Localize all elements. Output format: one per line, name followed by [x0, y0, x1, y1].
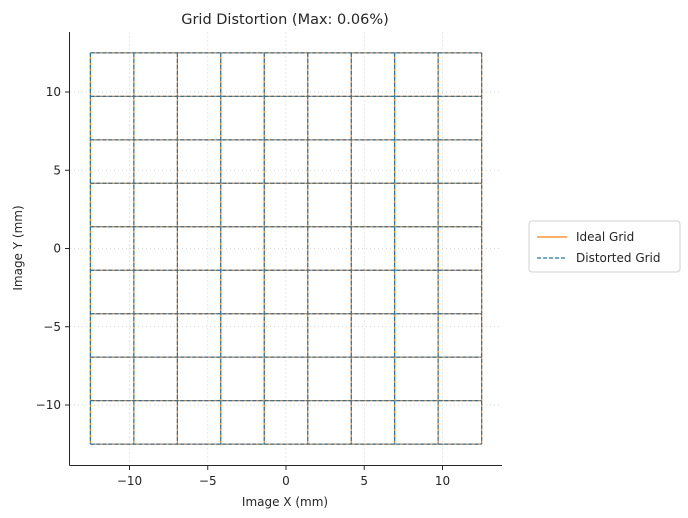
y-tick-label-3: 5 [53, 163, 61, 177]
legend: Ideal Grid Distorted Grid [528, 220, 681, 273]
y-tick-label-2: 0 [53, 242, 61, 256]
background-gridlines [70, 32, 502, 465]
legend-label-ideal: Ideal Grid [576, 230, 634, 244]
legend-label-distorted: Distorted Grid [576, 251, 661, 265]
x-tick-label-4: 10 [435, 474, 450, 488]
x-tick-label-3: 5 [360, 474, 368, 488]
distorted-grid-series [89, 52, 483, 445]
x-tick-label-0: −10 [117, 474, 142, 488]
y-tick-label-0: −10 [36, 398, 61, 412]
y-tick-label-4: 10 [46, 85, 61, 99]
x-tick-label-2: 0 [282, 474, 290, 488]
y-axis-ticks: −10 −5 0 5 10 [36, 85, 70, 412]
legend-frame [528, 220, 681, 273]
chart-title: Grid Distortion (Max: 0.06%) [181, 12, 389, 28]
x-axis-label: Image X (mm) [242, 495, 328, 509]
x-axis-ticks: −10 −5 0 5 10 [117, 465, 450, 488]
y-axis-label: Image Y (mm) [11, 205, 25, 290]
y-tick-label-1: −5 [43, 320, 61, 334]
x-tick-label-1: −5 [199, 474, 217, 488]
